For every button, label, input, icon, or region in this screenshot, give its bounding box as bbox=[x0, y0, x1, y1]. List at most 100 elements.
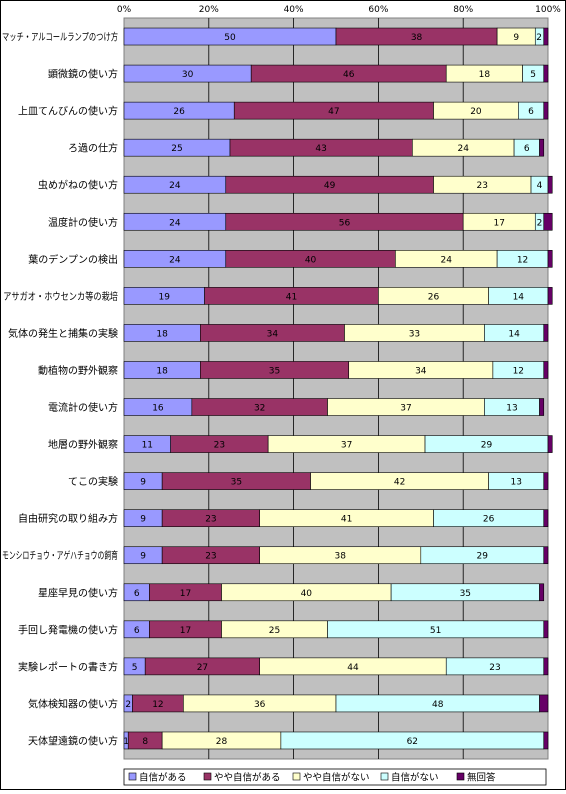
data-label: 44 bbox=[347, 663, 359, 673]
x-tick-label: 40% bbox=[284, 5, 304, 15]
data-label: 24 bbox=[441, 255, 453, 265]
data-label: 6 bbox=[134, 589, 140, 599]
data-label: 25 bbox=[171, 144, 182, 154]
data-label: 41 bbox=[341, 515, 352, 525]
data-label: 34 bbox=[267, 329, 279, 339]
data-label: 56 bbox=[339, 218, 351, 228]
data-label: 37 bbox=[341, 441, 352, 451]
bar-segment bbox=[543, 657, 549, 676]
data-label: 40 bbox=[305, 255, 317, 265]
x-tick-label: 60% bbox=[368, 5, 388, 15]
data-label: 62 bbox=[407, 737, 418, 747]
category-label: マッチ・アルコールランプのつけ方 bbox=[2, 31, 118, 44]
data-label: 41 bbox=[286, 292, 297, 302]
category-label: 星座早見の使い方 bbox=[38, 586, 118, 599]
x-tick-label: 0% bbox=[117, 5, 132, 15]
data-label: 24 bbox=[169, 218, 181, 228]
legend-label: 自信がない bbox=[391, 772, 439, 784]
data-label: 35 bbox=[231, 478, 242, 488]
bar-segment bbox=[543, 472, 549, 490]
category-label: 電流計の使い方 bbox=[48, 401, 118, 414]
category-label: 天体望遠鏡の使い方 bbox=[28, 734, 118, 747]
data-label: 24 bbox=[457, 144, 469, 154]
bar-segment bbox=[543, 212, 553, 231]
data-label: 18 bbox=[479, 70, 491, 80]
legend-label: やや自信がない bbox=[303, 772, 370, 784]
category-label: 上皿てんびんの使い方 bbox=[18, 105, 118, 118]
data-label: 17 bbox=[180, 589, 191, 599]
bar-segment bbox=[547, 175, 553, 194]
data-label: 5 bbox=[132, 663, 138, 673]
bar-segment bbox=[539, 398, 545, 416]
bar-segment bbox=[543, 731, 549, 750]
data-label: 26 bbox=[428, 292, 440, 302]
data-label: 43 bbox=[315, 144, 326, 154]
data-label: 8 bbox=[142, 737, 148, 747]
data-label: 23 bbox=[205, 552, 216, 562]
category-label: 気体の発生と捕集の実験 bbox=[8, 327, 118, 340]
data-label: 6 bbox=[528, 107, 534, 117]
data-label: 24 bbox=[169, 255, 181, 265]
data-label: 42 bbox=[394, 478, 405, 488]
data-label: 1 bbox=[123, 737, 129, 747]
category-label: 地層の野外観察 bbox=[48, 438, 118, 451]
bar-segment bbox=[543, 509, 549, 527]
bar-segment bbox=[543, 546, 549, 565]
data-label: 26 bbox=[173, 107, 185, 117]
bar-segment bbox=[539, 694, 549, 713]
data-label: 35 bbox=[460, 589, 471, 599]
category-label: ろ過の仕方 bbox=[68, 142, 118, 155]
category-label: 手回し発電機の使い方 bbox=[18, 623, 118, 636]
data-label: 29 bbox=[477, 552, 489, 562]
bar-segment bbox=[547, 287, 553, 305]
data-label: 11 bbox=[142, 441, 153, 451]
bar-segment bbox=[547, 250, 553, 268]
data-label: 27 bbox=[197, 663, 208, 673]
category-label: 虫めがねの使い方 bbox=[38, 179, 118, 192]
data-label: 5 bbox=[530, 70, 536, 80]
legend-swatch bbox=[456, 772, 465, 781]
data-label: 35 bbox=[269, 366, 280, 376]
data-label: 36 bbox=[254, 700, 266, 710]
x-tick-label: 100% bbox=[535, 5, 561, 15]
data-label: 2 bbox=[537, 218, 543, 228]
plot-area bbox=[123, 17, 549, 760]
data-label: 14 bbox=[508, 329, 520, 339]
data-label: 29 bbox=[481, 441, 493, 451]
data-label: 48 bbox=[432, 700, 444, 710]
data-label: 33 bbox=[409, 329, 420, 339]
data-label: 25 bbox=[269, 626, 280, 636]
data-label: 4 bbox=[537, 181, 543, 191]
data-label: 47 bbox=[328, 107, 339, 117]
legend-swatch bbox=[128, 772, 137, 781]
data-label: 23 bbox=[477, 181, 488, 191]
data-label: 50 bbox=[224, 33, 236, 43]
legend-label: 自信がある bbox=[139, 772, 187, 784]
data-label: 23 bbox=[214, 441, 225, 451]
x-tick-label: 80% bbox=[453, 5, 473, 15]
data-label: 18 bbox=[156, 329, 168, 339]
data-label: 13 bbox=[510, 478, 521, 488]
data-label: 23 bbox=[489, 663, 500, 673]
data-label: 9 bbox=[513, 33, 519, 43]
data-label: 14 bbox=[513, 292, 525, 302]
bar-segment bbox=[543, 620, 549, 639]
data-label: 38 bbox=[411, 33, 423, 43]
category-label: 気体検知器の使い方 bbox=[28, 697, 118, 710]
category-label: 自由研究の取り組み方 bbox=[18, 512, 118, 525]
data-label: 30 bbox=[182, 70, 194, 80]
legend-label: 無回答 bbox=[467, 772, 496, 784]
data-label: 17 bbox=[180, 626, 191, 636]
data-label: 51 bbox=[430, 626, 441, 636]
data-label: 20 bbox=[470, 107, 482, 117]
data-label: 46 bbox=[343, 70, 355, 80]
legend-label: やや自信がある bbox=[214, 772, 281, 784]
legend-box bbox=[123, 768, 547, 786]
data-label: 38 bbox=[335, 552, 347, 562]
bar-segment bbox=[547, 435, 553, 453]
data-label: 34 bbox=[415, 366, 427, 376]
data-label: 40 bbox=[301, 589, 313, 599]
data-label: 32 bbox=[254, 404, 265, 414]
